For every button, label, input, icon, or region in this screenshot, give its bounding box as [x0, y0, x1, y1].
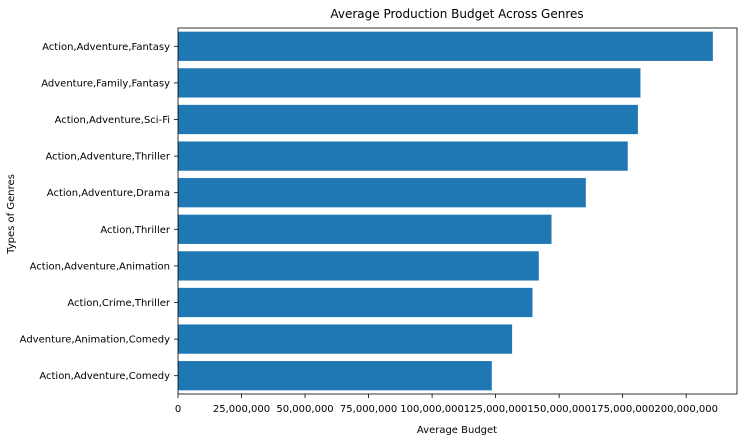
- x-tick-label: 150,000,000: [527, 404, 591, 415]
- axes-layer: Action,Adventure,Comedy Adventure,Animati…: [20, 27, 738, 415]
- bar: [178, 104, 638, 135]
- y-tick-label: Action,Adventure,Comedy: [39, 371, 170, 382]
- bar: [178, 324, 513, 354]
- bar: [178, 141, 628, 171]
- bar: [178, 68, 641, 98]
- x-tick-label: 125,000,000: [464, 404, 528, 415]
- y-tick-label: Action,Adventure,Fantasy: [42, 42, 170, 53]
- y-tick-label: Action,Crime,Thriller: [67, 298, 170, 309]
- x-tick-label: 200,000,000: [654, 404, 718, 415]
- x-tick-label: 75,000,000: [340, 404, 397, 415]
- y-tick-label: Action,Thriller: [100, 225, 171, 236]
- y-axis-label: Types of Genres: [6, 174, 17, 255]
- bar: [178, 287, 533, 318]
- chart-title: Average Production Budget Across Genres: [330, 7, 583, 21]
- bar: [178, 251, 539, 281]
- bar: [178, 31, 713, 61]
- x-tick-label: 25,000,000: [213, 404, 270, 415]
- y-tick-label: Adventure,Family,Fantasy: [41, 78, 170, 89]
- x-tick-label: 100,000,000: [400, 404, 464, 415]
- y-tick-label: Action,Adventure,Animation: [30, 261, 170, 272]
- x-tick-label: 50,000,000: [276, 404, 333, 415]
- y-tick-label: Action,Adventure,Thriller: [45, 152, 170, 163]
- x-axis-label: Average Budget: [417, 425, 497, 436]
- x-tick-label: 0: [175, 404, 181, 415]
- plot-frame: [177, 27, 738, 395]
- bars-layer: [178, 31, 713, 391]
- y-tick-label: Action,Adventure,Drama: [47, 188, 170, 199]
- y-tick-label: Action,Adventure,Sci-Fi: [55, 115, 170, 126]
- bar: [178, 361, 492, 391]
- bar: [178, 214, 552, 244]
- y-tick-label: Adventure,Animation,Comedy: [20, 335, 170, 346]
- bar: [178, 178, 586, 208]
- x-tick-label: 175,000,000: [591, 404, 655, 415]
